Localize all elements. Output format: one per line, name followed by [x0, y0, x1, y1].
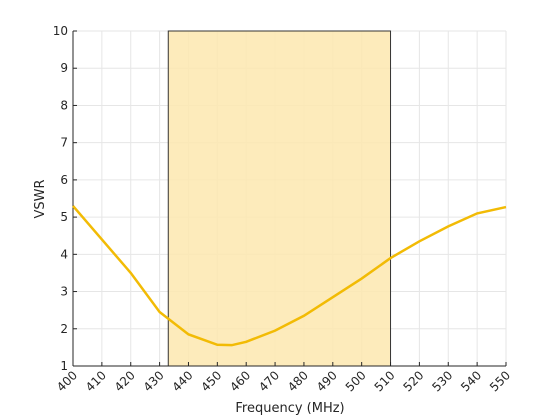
highlight-band	[167, 30, 392, 367]
x-tick-label: 410	[83, 368, 109, 394]
x-tick-label: 550	[487, 368, 513, 394]
x-tick-label: 420	[112, 368, 138, 394]
y-tick-label: 2	[60, 322, 68, 336]
x-tick-label: 490	[314, 368, 340, 394]
y-tick-label: 8	[60, 98, 68, 112]
x-axis-label: Frequency (MHz)	[235, 401, 344, 416]
y-tick-label: 9	[60, 61, 68, 75]
x-tick-label: 470	[256, 368, 282, 394]
x-tick-label: 510	[372, 368, 398, 394]
x-tick-label: 520	[400, 368, 426, 394]
y-tick-label: 10	[53, 24, 68, 38]
x-tick-label: 400	[54, 368, 80, 394]
x-tick-label: 480	[285, 368, 311, 394]
y-tick-label: 5	[60, 210, 68, 224]
x-tick-label: 540	[458, 368, 484, 394]
y-tick-label: 1	[60, 359, 68, 373]
x-tick-label: 450	[198, 368, 224, 394]
x-tick-label: 440	[169, 368, 195, 394]
y-axis-label: VSWR	[33, 179, 48, 218]
y-tick-label: 3	[60, 285, 68, 299]
y-tick-label: 4	[60, 247, 68, 261]
series-line	[72, 205, 507, 347]
x-tick-label: 430	[141, 368, 167, 394]
x-tick-label: 460	[227, 368, 253, 394]
x-tick-label: 530	[429, 368, 455, 394]
y-tick-label: 6	[60, 173, 68, 187]
x-tick-label: 500	[343, 368, 369, 394]
y-tick-label: 7	[60, 136, 68, 150]
